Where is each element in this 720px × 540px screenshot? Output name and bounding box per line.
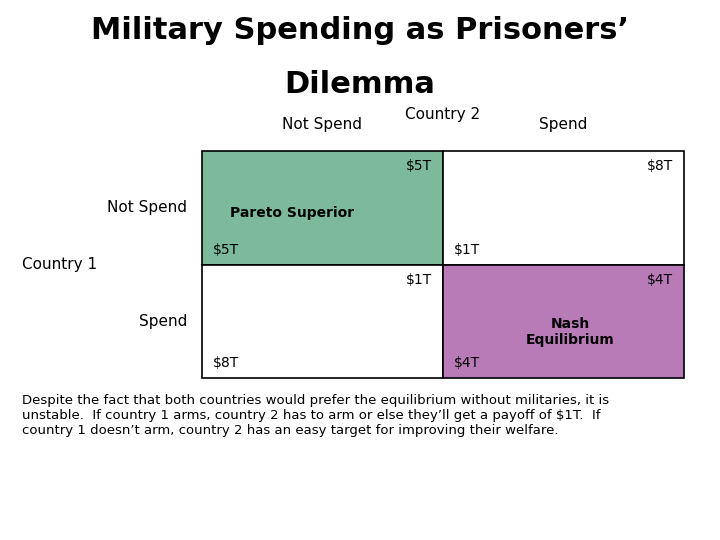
Text: $1T: $1T (406, 273, 432, 287)
Text: $1T: $1T (454, 242, 480, 256)
Text: $4T: $4T (454, 356, 480, 370)
Text: Spend: Spend (139, 314, 187, 329)
Text: Dilemma: Dilemma (284, 70, 436, 99)
Text: Nash
Equilibrium: Nash Equilibrium (526, 317, 615, 347)
Text: Pareto Superior: Pareto Superior (230, 206, 354, 220)
Text: $5T: $5T (212, 242, 238, 256)
Text: Despite the fact that both countries would prefer the equilibrium without milita: Despite the fact that both countries wou… (22, 394, 608, 437)
Text: Military Spending as Prisoners’: Military Spending as Prisoners’ (91, 16, 629, 45)
Text: $8T: $8T (647, 159, 673, 173)
Text: Not Spend: Not Spend (282, 117, 362, 132)
Text: Not Spend: Not Spend (107, 200, 187, 215)
Text: Country 1: Country 1 (22, 257, 96, 272)
Text: Spend: Spend (539, 117, 588, 132)
Text: $8T: $8T (212, 356, 238, 370)
Text: $4T: $4T (647, 273, 673, 287)
Text: Country 2: Country 2 (405, 106, 480, 122)
Text: $5T: $5T (406, 159, 432, 173)
